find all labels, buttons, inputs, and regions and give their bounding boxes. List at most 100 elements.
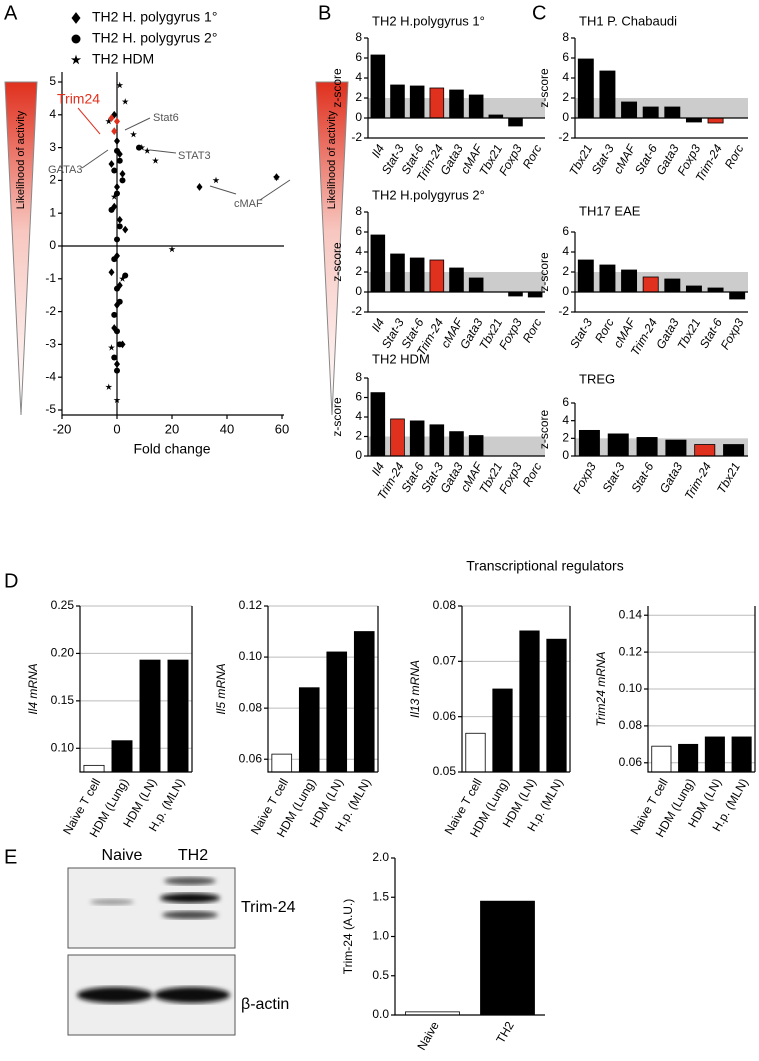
legend-label: TH2 H. polygyrus 2° — [92, 30, 217, 46]
y-tick-label: -4 — [45, 369, 56, 383]
axis-line — [574, 232, 748, 313]
x-tick-label: Rorc — [520, 460, 545, 489]
y-tick-label: 0.05 — [433, 764, 457, 778]
bar — [607, 433, 629, 457]
point — [108, 344, 115, 351]
bar — [83, 764, 105, 773]
section-title: Transcriptional regulators — [466, 558, 623, 574]
bar — [468, 277, 484, 293]
x-tick-label: 40 — [220, 421, 234, 436]
point — [116, 298, 123, 305]
point — [111, 354, 118, 361]
bar — [370, 234, 386, 293]
point — [111, 256, 118, 263]
y-tick-label: 0.20 — [51, 646, 75, 660]
annotation-arrow — [149, 149, 177, 154]
x-tick-label: Stat-6 — [628, 460, 656, 495]
bar — [139, 659, 161, 773]
bar — [651, 745, 672, 773]
y-tick-label: 0.07 — [433, 654, 457, 668]
axis-line — [267, 606, 378, 773]
bar — [326, 651, 348, 773]
point — [116, 81, 124, 89]
point — [114, 190, 120, 197]
x-tick-label: 20 — [165, 421, 179, 436]
axis-line — [461, 606, 570, 773]
legend-marker — [70, 54, 82, 65]
legend-label: TH2 H. polygyrus 1° — [92, 9, 217, 25]
point — [108, 206, 115, 213]
chart-title: TH1 P. Chabaudi — [579, 13, 677, 28]
y-tick-label: 2 — [562, 264, 569, 278]
bar — [465, 732, 486, 773]
y-tick-label: 0.5 — [372, 968, 389, 982]
annotation-arrow — [81, 149, 109, 169]
point — [114, 367, 120, 374]
x-tick-label: Rorc — [520, 316, 545, 345]
x-tick-label: Rorc — [520, 142, 545, 171]
point — [116, 223, 123, 230]
y-tick-label: 0.10 — [51, 740, 75, 754]
bar — [409, 257, 425, 293]
y-tick-label: 4 — [562, 70, 569, 84]
bar — [664, 106, 681, 119]
bar — [370, 392, 386, 457]
y-tick-label: 1 — [49, 205, 56, 219]
y-tick-label: 8 — [355, 370, 362, 384]
point — [121, 98, 129, 105]
y-tick-label: -2 — [558, 130, 569, 144]
axis-line — [394, 858, 545, 1016]
y-tick-label: 2 — [355, 264, 362, 278]
x-tick-label: 60 — [275, 421, 289, 436]
y-tick-label: 8 — [355, 204, 362, 218]
y-tick-label: 6 — [562, 395, 569, 409]
panel-label: C — [532, 2, 546, 24]
y-tick-label: 0.14 — [619, 607, 643, 621]
y-axis-label: Il13 mRNA — [408, 660, 422, 718]
y-tick-label: 0 — [355, 284, 362, 298]
y-tick-label: -2 — [351, 304, 362, 318]
y-tick-label: 0 — [562, 448, 569, 462]
gradient-label: Likelihood of activity — [15, 110, 27, 209]
point — [105, 117, 113, 125]
point — [196, 183, 203, 191]
point — [116, 157, 123, 164]
point — [168, 245, 176, 253]
y-tick-label: 2 — [562, 431, 569, 445]
bar — [665, 439, 687, 457]
bar — [621, 269, 638, 293]
x-tick-label: Il4 — [369, 142, 388, 160]
y-tick-label: -2 — [45, 304, 56, 318]
x-tick-label: Foxp3 — [718, 316, 747, 352]
annotation: STAT3 — [178, 150, 211, 162]
y-tick-label: 0.06 — [619, 755, 643, 769]
x-tick-label: TH2 — [493, 1019, 517, 1046]
annotation: cMAF — [234, 198, 263, 210]
y-tick-label: 2 — [355, 429, 362, 443]
legend-marker — [71, 34, 81, 44]
point — [116, 215, 123, 224]
bar — [729, 291, 746, 300]
point — [212, 176, 220, 184]
x-tick-label: Stat-3 — [567, 316, 595, 351]
bar — [546, 638, 567, 773]
point — [111, 324, 118, 332]
point — [111, 127, 118, 136]
bar — [390, 253, 405, 293]
point — [108, 268, 115, 277]
y-tick-label: 0.08 — [239, 700, 263, 714]
y-tick-label: 0.06 — [239, 751, 263, 765]
legend-marker — [71, 12, 81, 24]
bar — [429, 424, 445, 457]
bar — [642, 276, 659, 293]
y-tick-label: 0 — [562, 110, 569, 124]
panel-label: A — [4, 2, 18, 24]
panel-label: E — [4, 846, 17, 868]
y-tick-label: 0.0 — [372, 1007, 389, 1021]
legend-label: TH2 HDM — [92, 51, 154, 67]
bar — [731, 736, 752, 773]
y-tick-label: -1 — [45, 271, 56, 285]
bar — [111, 740, 133, 773]
activity-gradient: Likelihood of activity — [4, 81, 38, 416]
axis-line — [647, 606, 755, 773]
